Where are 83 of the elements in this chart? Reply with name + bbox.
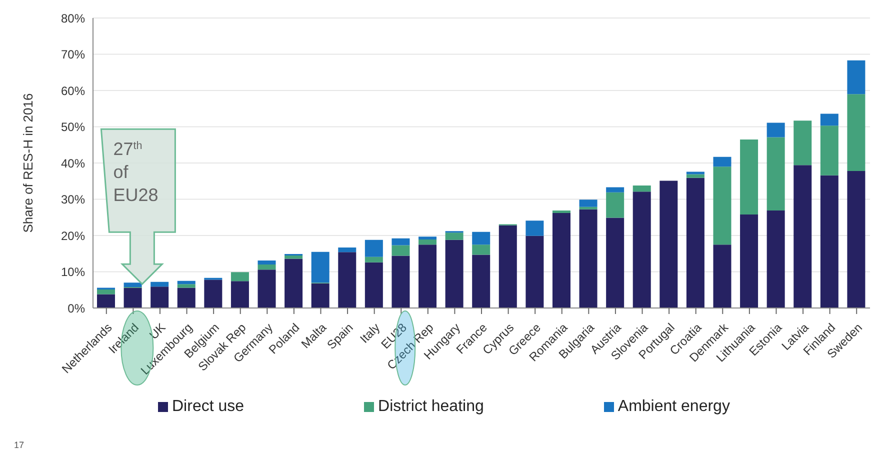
bar [713, 156, 732, 167]
bar [258, 264, 276, 270]
bar [445, 240, 464, 308]
text: 17 [14, 440, 24, 450]
legend-label: District heating [377, 398, 484, 416]
bar [204, 280, 222, 308]
bar [124, 282, 142, 287]
bar [632, 192, 651, 308]
legend-label: Ambient energy [616, 398, 730, 416]
bar [686, 172, 704, 174]
bar [740, 214, 758, 308]
bar [97, 290, 115, 294]
bar [258, 260, 276, 264]
bar [766, 137, 785, 210]
bar [579, 200, 598, 207]
bar [794, 120, 812, 166]
bar [820, 126, 838, 176]
bar [97, 294, 115, 308]
bar [472, 232, 490, 245]
y-tick-label: 10% [60, 265, 86, 280]
bar [526, 220, 544, 236]
bar [284, 255, 303, 259]
bar [150, 282, 169, 287]
bar [820, 175, 838, 308]
bar [392, 245, 410, 256]
bar [284, 258, 303, 308]
annotation: 27$^{th}$ of EU28 [113, 139, 158, 206]
bar [364, 256, 383, 262]
y-tick-label: 60% [60, 84, 86, 98]
bar [820, 114, 838, 126]
legend-label: Direct use [171, 398, 244, 416]
bar [230, 281, 249, 308]
bar [177, 284, 196, 288]
bar [177, 280, 196, 284]
bar [740, 139, 758, 214]
y-tick-label: 70% [60, 48, 86, 62]
bar [472, 244, 490, 255]
bar [445, 232, 464, 240]
bar [472, 254, 490, 308]
bar [364, 240, 383, 257]
bar [713, 166, 732, 245]
y-axis-title: Share of RES-H in 2016 [20, 93, 36, 233]
bar [766, 210, 785, 308]
y-tick-label: 30% [60, 192, 86, 207]
bar [632, 185, 651, 192]
bar [392, 238, 410, 246]
bar [552, 210, 570, 214]
bar [418, 239, 437, 245]
bar [418, 244, 437, 308]
bar [124, 288, 142, 308]
bar [418, 236, 437, 240]
bar [794, 165, 812, 308]
bar [660, 180, 678, 308]
bar [579, 206, 598, 210]
bar [177, 288, 196, 308]
y-tick-label: 0% [68, 301, 86, 316]
bar [606, 187, 624, 192]
bar [847, 60, 866, 94]
bar [392, 256, 410, 308]
y-tick-label: 50% [60, 120, 86, 134]
bar [258, 270, 276, 308]
bar [847, 170, 866, 308]
bar [498, 225, 517, 308]
bar [579, 209, 598, 308]
bar [847, 94, 866, 171]
bar [230, 272, 249, 282]
bar [686, 174, 704, 178]
bar [606, 218, 624, 308]
bar [766, 122, 785, 138]
bar [713, 244, 732, 308]
bar [150, 286, 169, 308]
bar [552, 213, 570, 308]
bar [686, 178, 704, 308]
y-tick-label: 80% [60, 11, 86, 26]
bar [364, 262, 383, 308]
y-tick-label: 40% [60, 156, 86, 170]
bar [311, 283, 330, 308]
bar [526, 236, 544, 308]
bar [311, 252, 330, 283]
bar [606, 192, 624, 218]
bar [338, 247, 356, 252]
y-tick-label: 20% [60, 228, 86, 243]
bar [338, 252, 356, 308]
